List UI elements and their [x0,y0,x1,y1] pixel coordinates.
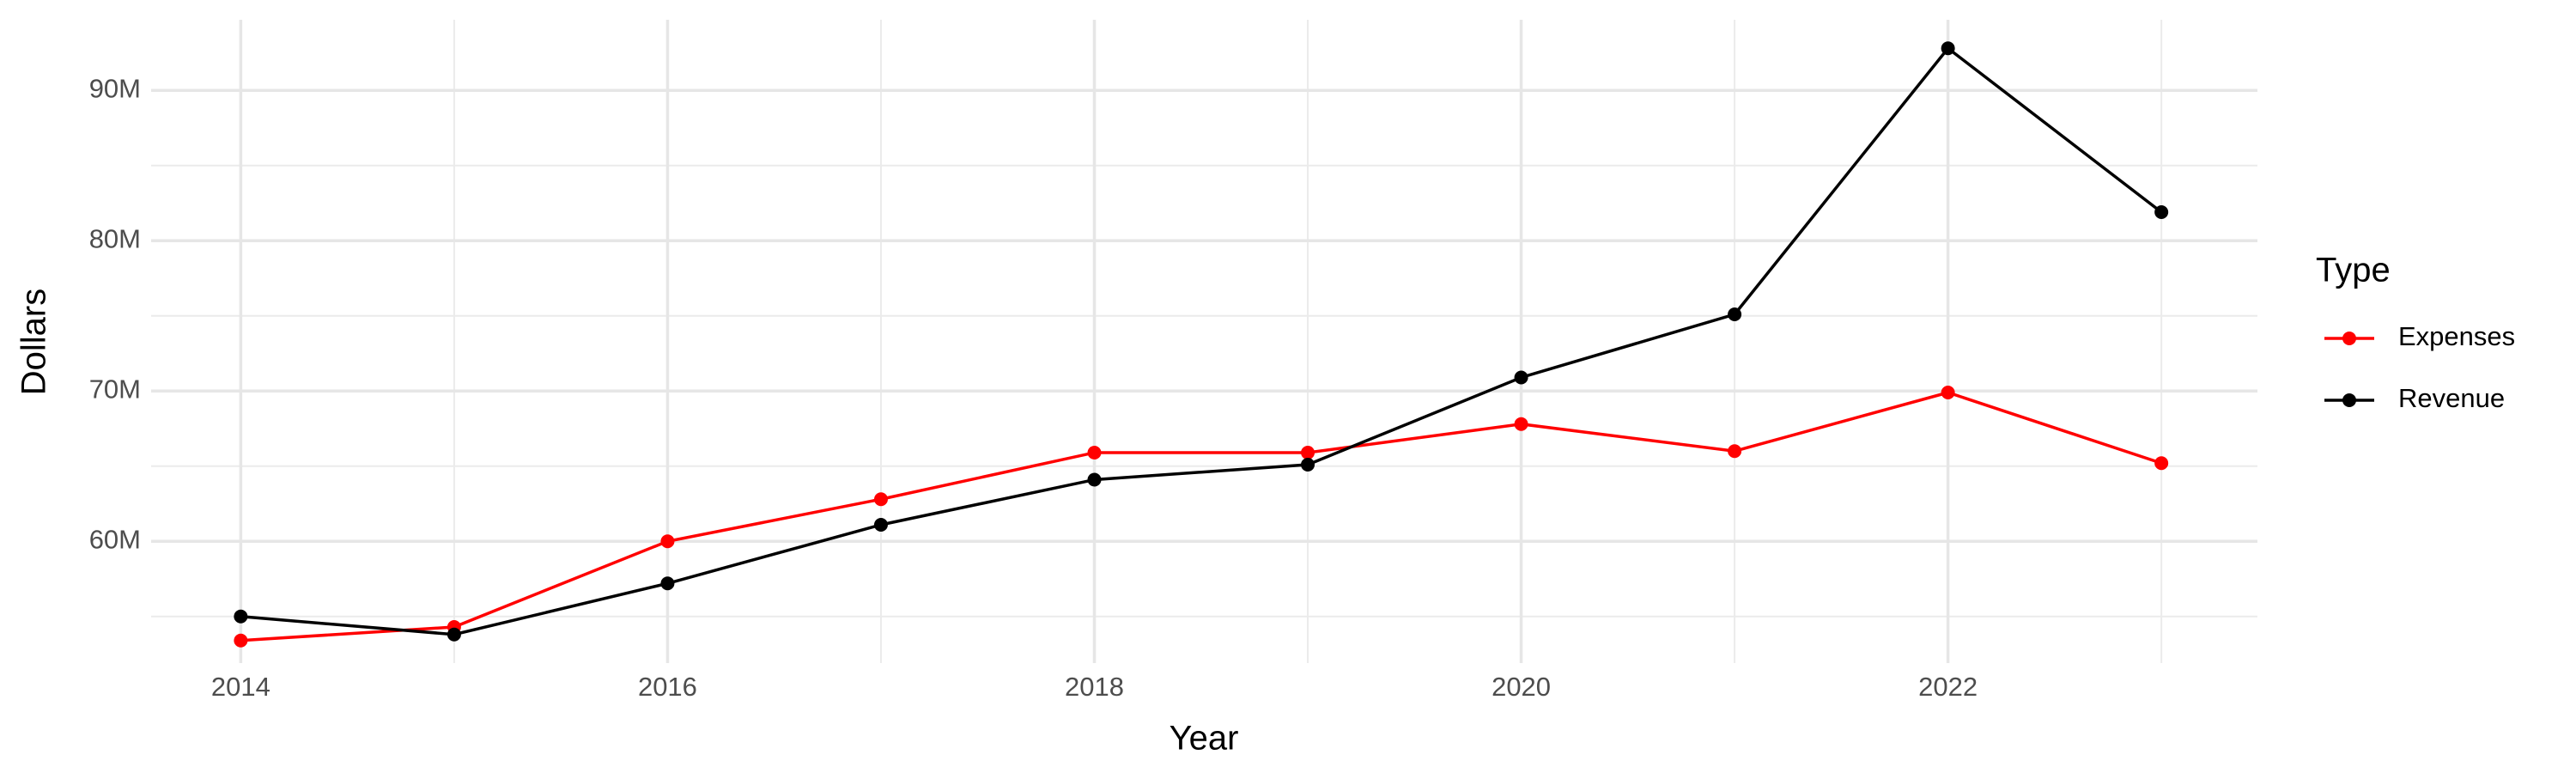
series-line [240,46,2163,636]
data-point [873,492,888,507]
legend-title: Type [2316,252,2391,289]
data-point [660,576,675,591]
data-point [1728,444,1742,459]
y-tick-label: 70M [89,374,141,404]
y-tick-label: 90M [89,73,141,103]
data-point [1301,458,1315,472]
y-tick-label: 80M [89,223,141,253]
legend-marker [2342,332,2356,345]
x-tick-label: 2020 [1492,672,1551,702]
x-tick-label: 2014 [211,672,270,702]
x-tick-label: 2018 [1065,672,1124,702]
data-point [873,518,888,532]
data-point [1941,386,1955,399]
data-point [234,633,248,648]
legend-marker [2342,393,2356,407]
data-point [1514,370,1528,385]
series-line [240,391,2162,642]
data-point [1301,446,1315,460]
data-point [447,627,461,642]
data-point [1087,446,1102,460]
legend-label: Revenue [2398,383,2505,413]
y-tick-label: 60M [89,524,141,554]
data-point [2154,456,2169,471]
data-point [1941,41,1955,56]
data-point [234,609,248,624]
data-point [1087,472,1102,487]
data-point [2154,205,2169,219]
data-point [660,534,675,549]
y-axis-title: Dollars [15,289,53,395]
legend-label: Expenses [2398,321,2515,351]
x-tick-label: 2016 [638,672,697,702]
data-point [1728,307,1742,321]
x-axis-title: Year [1170,720,1239,758]
data-point [1514,417,1528,431]
x-tick-label: 2022 [1918,672,1978,702]
